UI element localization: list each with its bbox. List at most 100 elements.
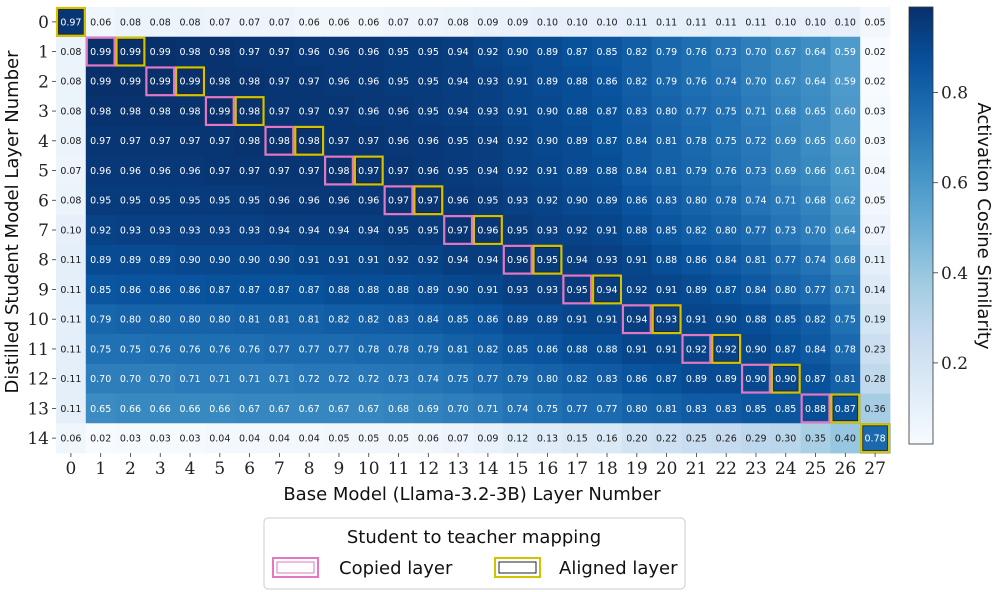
heatmap-cell <box>502 274 533 305</box>
cell-value-label: 0.77 <box>775 255 796 266</box>
cell-value-label: 0.93 <box>120 225 141 236</box>
cell-value-label: 0.78 <box>716 196 737 207</box>
cell-value-label: 0.99 <box>90 47 111 58</box>
heatmap-cell <box>204 244 236 275</box>
heatmap-cell <box>711 155 742 186</box>
heatmap-cell <box>443 393 474 424</box>
cell-value-label: 0.87 <box>805 374 826 385</box>
cell-value-label: 0.78 <box>686 136 707 147</box>
cell-value-label: 0.75 <box>835 315 856 326</box>
aligned-layer-outline <box>234 96 265 127</box>
heatmap-cell <box>85 363 116 394</box>
cell-value-label: 0.94 <box>567 255 588 266</box>
heatmap-cell <box>294 274 325 305</box>
heatmap-cell <box>353 334 385 365</box>
heatmap-cell <box>204 363 236 394</box>
cell-value-label: 0.87 <box>596 106 617 117</box>
cell-value-label: 0.86 <box>596 77 617 88</box>
cell-value-label: 0.88 <box>596 166 617 177</box>
heatmap-cell <box>592 274 623 305</box>
cell-value-label: 0.09 <box>507 17 528 28</box>
cell-value-label: 0.93 <box>239 225 260 236</box>
cell-value-label: 0.97 <box>358 166 379 177</box>
x-tick-label: 27 <box>864 459 886 479</box>
cell-value-label: 0.95 <box>179 196 200 207</box>
heatmap-cell <box>85 334 116 365</box>
cell-value-label: 0.86 <box>626 196 647 207</box>
legend-aligned-swatch-inner <box>498 561 537 574</box>
heatmap-cell <box>294 363 325 394</box>
heatmap-cell <box>234 125 265 157</box>
colorbar-tick-label: 0.6 <box>941 174 968 194</box>
cell-value-label: 0.77 <box>686 106 707 117</box>
cell-value-label: 0.85 <box>596 47 617 58</box>
heatmap-cell <box>443 274 474 305</box>
cell-value-label: 0.82 <box>686 225 707 236</box>
cell-value-label: 0.07 <box>865 225 886 236</box>
cell-value-label: 0.87 <box>209 285 230 296</box>
heatmap-cell <box>294 66 325 97</box>
x-tick-label: 0 <box>65 459 76 479</box>
x-tick-label: 6 <box>244 459 255 479</box>
heatmap-cell <box>175 304 206 335</box>
cell-value-label: 0.02 <box>90 434 111 445</box>
aligned-layer-outline <box>651 304 682 335</box>
heatmap-cell <box>621 423 653 454</box>
heatmap-cell <box>770 155 802 186</box>
cell-value-label: 0.98 <box>209 77 230 88</box>
heatmap-cell <box>353 393 385 424</box>
cell-value-label: 0.70 <box>150 374 171 385</box>
cell-value-label: 0.96 <box>328 196 349 207</box>
colorbar-tick-label: 0.4 <box>941 264 968 284</box>
heatmap-cell <box>473 244 504 275</box>
heatmap-cell <box>741 363 772 394</box>
heatmap-cell <box>770 304 802 335</box>
cell-value-label: 0.92 <box>537 196 558 207</box>
cell-value-label: 0.96 <box>328 77 349 88</box>
heatmap-cell <box>56 215 87 246</box>
cell-value-label: 0.98 <box>239 77 260 88</box>
heatmap-cell <box>443 215 474 246</box>
cell-value-label: 0.87 <box>299 285 320 296</box>
cell-value-label: 0.95 <box>507 225 528 236</box>
heatmap-cell <box>532 185 563 216</box>
heatmap-cell <box>681 185 712 216</box>
cell-value-label: 0.94 <box>477 136 498 147</box>
heatmap-cell <box>502 66 533 97</box>
cell-value-label: 0.80 <box>209 315 230 326</box>
cell-value-label: 0.71 <box>209 374 230 385</box>
y-tick-label: 7 <box>38 221 49 241</box>
colorbar-label: Activation Cosine Similarity <box>973 102 994 349</box>
cell-value-label: 0.87 <box>269 285 290 296</box>
heatmap-cell <box>234 304 265 335</box>
heatmap-cell <box>264 423 295 454</box>
cell-value-label: 0.70 <box>120 374 141 385</box>
cell-value-label: 0.94 <box>448 77 469 88</box>
heatmap-cell <box>264 66 295 97</box>
heatmap-cell <box>264 244 295 275</box>
heatmap-cell <box>770 185 802 216</box>
aligned-layer-outline-inner <box>117 38 144 65</box>
cell-value-label: 0.98 <box>328 166 349 177</box>
cell-value-label: 0.96 <box>358 47 379 58</box>
heatmap-cell <box>532 334 563 365</box>
cell-value-label: 0.78 <box>358 344 379 355</box>
cell-value-label: 0.71 <box>775 196 796 207</box>
heatmap-cell <box>532 36 563 67</box>
cell-value-label: 0.94 <box>448 47 469 58</box>
heatmap-cell <box>860 334 891 365</box>
heatmap-cell <box>830 125 861 157</box>
heatmap-cell <box>234 96 265 127</box>
cell-value-label: 0.11 <box>716 17 737 28</box>
heatmap-cell <box>741 7 772 38</box>
heatmap-cell <box>473 334 504 365</box>
heatmap-cell <box>800 155 831 186</box>
cell-value-label: 0.05 <box>358 434 379 445</box>
heatmap-cell <box>56 393 87 424</box>
cell-value-label: 0.66 <box>120 404 141 415</box>
heatmap-cell <box>830 334 861 365</box>
cell-value-label: 0.81 <box>745 255 766 266</box>
cell-value-label: 0.67 <box>775 77 796 88</box>
cell-value-label: 0.82 <box>805 315 826 326</box>
cell-value-label: 0.99 <box>120 47 141 58</box>
